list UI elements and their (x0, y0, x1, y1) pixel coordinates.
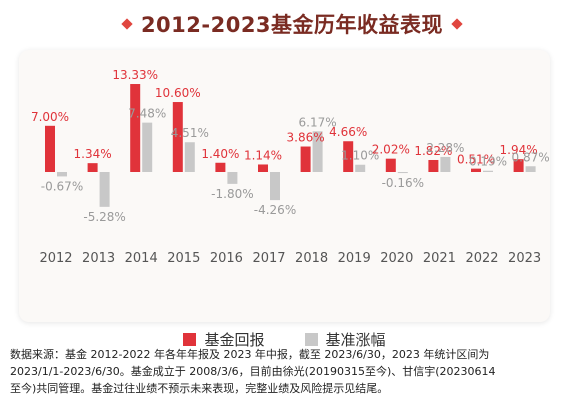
bar-chart: 7.00% -0.67% 2012 1.34% -5.28% 2013 13.33% 7.48… (31, 68, 550, 266)
fund-bar (343, 141, 354, 172)
legend-item-fund: 基金回报 (183, 329, 265, 350)
fund-bar (87, 163, 98, 172)
x-tick-label: 2014 (125, 251, 158, 266)
benchmark-bar (355, 164, 366, 172)
x-tick-label: 2017 (252, 251, 285, 266)
benchmark-bar (227, 172, 238, 184)
benchmark-data-label: 7.48% (128, 107, 166, 121)
fund-data-label: 1.40% (201, 147, 239, 161)
benchmark-data-label: 0.19% (469, 155, 507, 169)
fund-bar (428, 159, 439, 172)
legend-item-benchmark: 基准涨幅 (304, 329, 386, 350)
benchmark-data-label: -1.80% (211, 187, 253, 201)
fund-data-label: 0.51% (457, 153, 495, 167)
fund-bar (471, 168, 481, 172)
fund-data-label: 2.02% (372, 143, 410, 157)
x-tick-label: 2023 (508, 251, 541, 266)
x-tick-label: 2022 (465, 251, 498, 266)
footnote-line: 至今)共同管理。基金过往业绩不预示未来表现，完整业绩及风险提示见结尾。 (10, 382, 389, 395)
benchmark-data-label: 1.10% (341, 149, 379, 163)
fund-bar (385, 158, 396, 172)
fund-data-label: 3.86% (287, 131, 325, 145)
benchmark-data-label: 6.17% (299, 115, 337, 129)
fund-data-label: 1.14% (244, 148, 282, 162)
fund-bar (130, 84, 141, 172)
fund-bar (513, 159, 524, 172)
benchmark-bar (483, 170, 493, 172)
x-tick-label: 2012 (39, 251, 72, 266)
benchmark-bar (57, 172, 67, 177)
fund-data-label: 1.34% (74, 147, 112, 161)
legend-swatch-benchmark (304, 332, 318, 346)
benchmark-bar (525, 166, 536, 172)
benchmark-bar (184, 142, 195, 172)
benchmark-bar (440, 156, 451, 172)
fund-bar (300, 146, 311, 172)
fund-bar (172, 102, 183, 172)
benchmark-data-label: -0.16% (382, 176, 424, 190)
benchmark-bar (312, 131, 323, 172)
fund-data-label: 4.66% (329, 125, 367, 139)
benchmark-bar (270, 172, 280, 201)
fund-data-label: 7.00% (31, 110, 69, 124)
footnote-line: 数据来源：基金 2012-2022 年各年年报及 2023 年中报，截至 202… (10, 348, 490, 361)
x-tick-label: 2016 (210, 251, 243, 266)
right-diamond-icon (451, 18, 463, 30)
fund-bar (215, 162, 226, 172)
legend-swatch-fund (183, 332, 197, 346)
benchmark-data-label: -5.28% (83, 210, 125, 224)
benchmark-data-label: 2.28% (426, 141, 464, 155)
benchmark-data-label: 4.51% (171, 126, 209, 140)
fund-data-label: 13.33% (112, 68, 158, 82)
x-tick-label: 2020 (380, 251, 413, 266)
benchmark-data-label: 0.87% (512, 150, 550, 164)
footnote-line: 2023/1/1-2023/6/30。基金成立于 2008/3/6，目前由徐光(… (10, 365, 496, 378)
benchmark-data-label: -0.67% (41, 179, 83, 193)
left-diamond-icon (121, 18, 133, 30)
chart-title: 2012-2023基金历年收益表现 (140, 13, 444, 37)
legend-label-benchmark: 基准涨幅 (325, 330, 386, 349)
fund-data-label: 1.94% (500, 143, 538, 157)
benchmark-bar (142, 122, 153, 172)
fund-data-label: 10.60% (155, 86, 201, 100)
benchmark-data-label: -4.26% (254, 203, 296, 217)
fund-data-label: 1.82% (414, 144, 452, 158)
benchmark-bar (99, 172, 110, 207)
fund-bar (258, 164, 268, 172)
legend-label-fund: 基金回报 (204, 330, 265, 349)
benchmark-bar (397, 172, 408, 174)
x-tick-label: 2021 (423, 251, 456, 266)
x-tick-label: 2015 (167, 251, 200, 266)
title-bar: 2012-2023基金历年收益表现 (0, 0, 584, 48)
x-tick-label: 2018 (295, 251, 328, 266)
footnote: 数据来源：基金 2012-2022 年各年年报及 2023 年中报，截至 202… (10, 346, 576, 397)
x-tick-label: 2013 (82, 251, 115, 266)
chart-legend: 基金回报 基准涨幅 (19, 324, 550, 354)
fund-bar (45, 125, 55, 172)
x-tick-label: 2019 (338, 251, 371, 266)
chart-card: 7.00% -0.67% 2012 1.34% -5.28% 2013 13.33% 7.48… (19, 50, 550, 349)
